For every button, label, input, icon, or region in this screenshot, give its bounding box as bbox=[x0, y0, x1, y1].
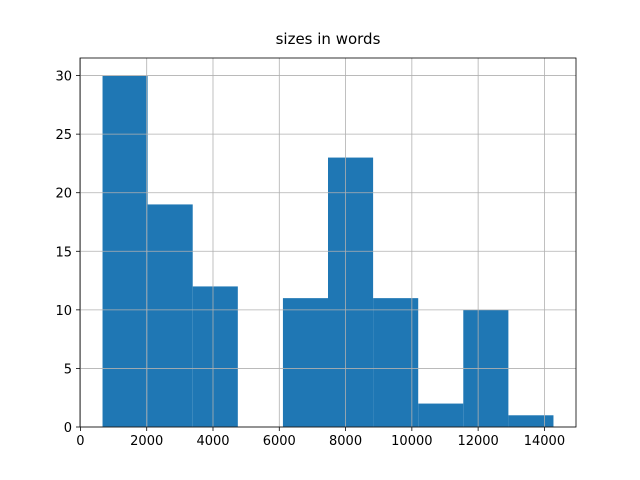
x-tick-label: 14000 bbox=[524, 434, 565, 449]
y-tick-label: 10 bbox=[55, 304, 72, 319]
y-tick-label: 15 bbox=[55, 245, 72, 260]
chart-title: sizes in words bbox=[276, 30, 381, 48]
y-tick-label: 25 bbox=[55, 128, 72, 143]
x-tick-label: 8000 bbox=[329, 434, 362, 449]
bar bbox=[192, 286, 238, 427]
y-tick-label: 30 bbox=[55, 70, 72, 85]
x-tick-label: 6000 bbox=[263, 434, 296, 449]
x-tick-label: 0 bbox=[76, 434, 84, 449]
y-tick-label: 0 bbox=[64, 421, 72, 436]
bar bbox=[328, 157, 374, 428]
x-tick-label: 10000 bbox=[391, 434, 432, 449]
y-tick-label: 5 bbox=[64, 362, 72, 377]
bar bbox=[147, 204, 193, 427]
x-tick-label: 4000 bbox=[196, 434, 229, 449]
y-tick-label: 20 bbox=[55, 187, 72, 202]
x-tick-label: 2000 bbox=[130, 434, 163, 449]
x-tick-label: 12000 bbox=[457, 434, 498, 449]
plot-frame bbox=[79, 57, 577, 428]
bar bbox=[282, 298, 328, 427]
bar bbox=[373, 298, 419, 427]
bar bbox=[418, 403, 464, 427]
bar bbox=[508, 415, 554, 427]
